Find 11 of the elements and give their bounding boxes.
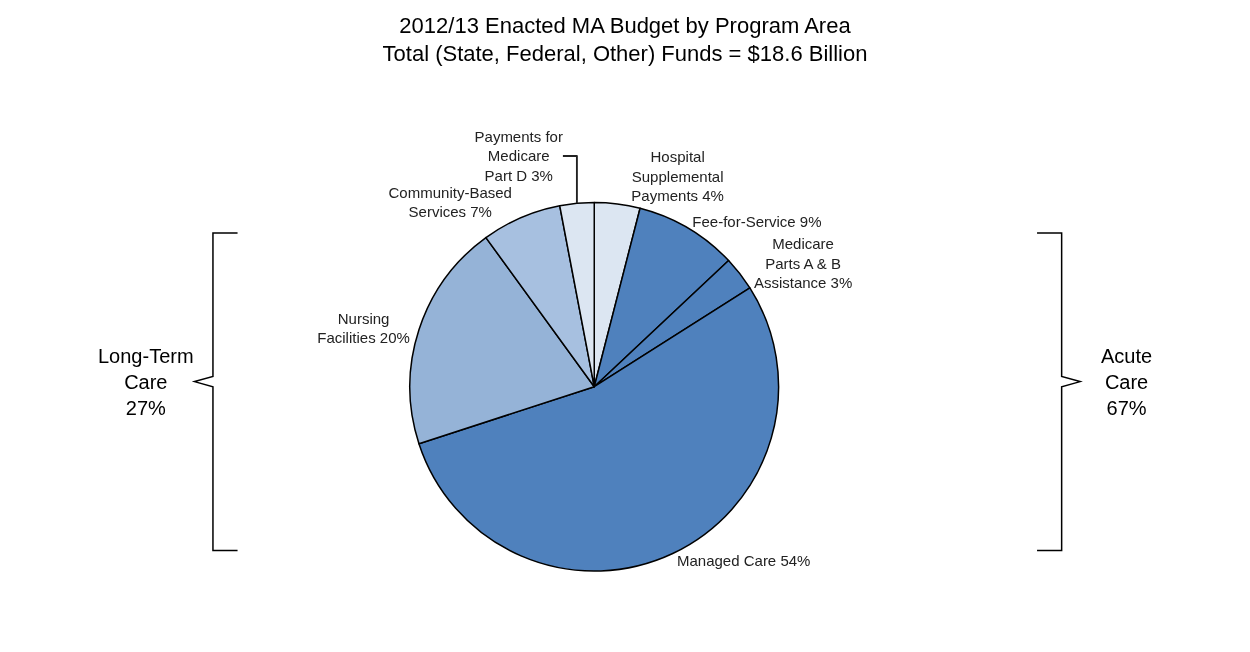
slice-label: Nursing Facilities 20% [317,309,410,347]
chart-title: 2012/13 Enacted MA Budget by Program Area [399,12,852,38]
slice-label: Community-Based Services 7% [388,183,512,221]
slice-label: Medicare Parts A & B Assistance 3% [753,235,853,292]
text: Acute Care 67% [1101,345,1153,419]
chart-subtitle: Total (State, Federal, Other) Funds = $18.6 Billion [382,41,868,67]
slice-label: Payments for Medicare Part D 3% [474,127,563,184]
slice-label: Fee-for-Service 9% [692,213,822,231]
slice-label: Managed Care 54% [676,551,811,569]
text: Long-Term Care 27% [98,345,194,419]
slice-label: Hospital Supplemental Payments 4% [631,148,724,205]
